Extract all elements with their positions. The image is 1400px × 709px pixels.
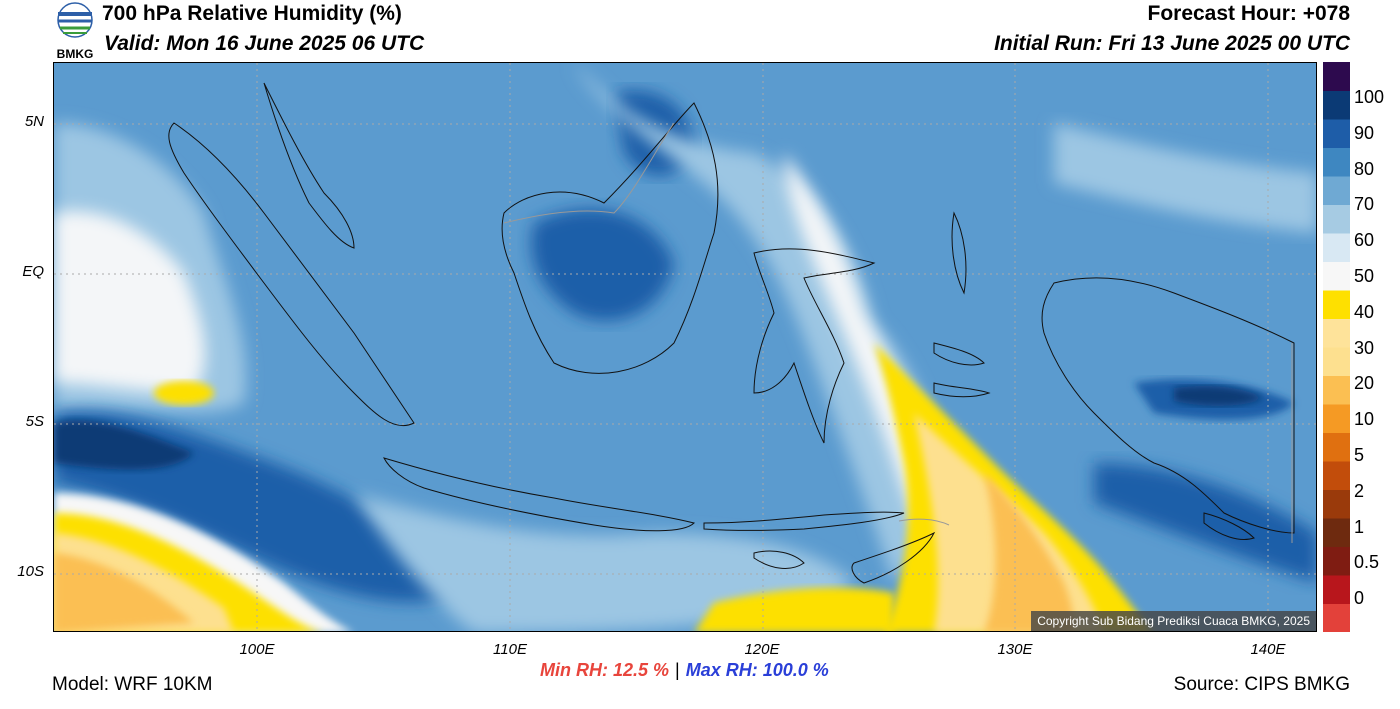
lat-label-5n: 5N [24, 113, 44, 130]
lon-label-100e: 100E [239, 641, 275, 658]
colorbar-swatch [1323, 261, 1350, 291]
colorbar-swatch [1323, 404, 1350, 433]
colorbar-swatch [1323, 147, 1350, 177]
colorbar-label: 50 [1354, 266, 1375, 286]
colorbar-swatch [1323, 546, 1350, 576]
colorbar-swatch [1323, 518, 1350, 547]
lon-label-110e: 110E [493, 641, 527, 658]
colorbar-label: 30 [1354, 337, 1375, 358]
colorbar-label: 2 [1354, 480, 1365, 501]
colorbar-label: 80 [1354, 158, 1375, 179]
colorbar-swatch [1323, 489, 1350, 519]
coastlines [168, 82, 1295, 584]
valid-time: Valid: Mon 16 June 2025 06 UTC [104, 32, 425, 55]
rh-stats: Min RH: 12.5 % | Max RH: 100.0 % [540, 660, 829, 681]
colorbar-swatch [1323, 375, 1350, 405]
colorbar-label: 100 [1354, 87, 1385, 107]
stats-separator: | [675, 660, 680, 680]
colorbar-swatch [1323, 575, 1350, 604]
colorbar-swatch [1323, 176, 1350, 205]
colorbar-label: 10 [1354, 409, 1375, 430]
humidity-field [54, 63, 1316, 631]
colorbar-label: 90 [1354, 122, 1375, 143]
max-rh: Max RH: 100.0 % [685, 660, 829, 680]
humidity-map [53, 62, 1317, 632]
model-label: Model: WRF 10KM [52, 674, 213, 695]
logo-text: BMKG [57, 47, 94, 60]
colorbar-swatch [1323, 290, 1350, 319]
colorbar-swatch [1323, 603, 1350, 633]
source-label: Source: CIPS BMKG [1173, 674, 1350, 695]
colorbar-swatch [1323, 119, 1350, 148]
colorbar-label: 40 [1354, 301, 1375, 322]
min-rh: Min RH: 12.5 % [540, 660, 670, 680]
colorbar-label: 0 [1354, 588, 1365, 609]
map-title: 700 hPa Relative Humidity (%) [102, 2, 402, 25]
lat-label-eq: EQ [22, 263, 44, 280]
colorbar-label: 1 [1354, 516, 1365, 537]
colorbar-label: 5 [1354, 445, 1365, 465]
colorbar-label: 60 [1354, 230, 1375, 251]
lon-label-140e: 140E [1250, 641, 1286, 658]
colorbar-swatch [1323, 62, 1350, 91]
colorbar [1323, 62, 1350, 633]
lon-label-130e: 130E [997, 641, 1033, 658]
lat-label-5s: 5S [25, 413, 44, 430]
colorbar-label: 70 [1354, 194, 1375, 215]
colorbar-label: 0.5 [1354, 552, 1380, 573]
colorbar-swatch [1323, 204, 1350, 234]
borders [503, 122, 1293, 543]
graticule [54, 63, 1316, 631]
copyright-notice: Copyright Sub Bidang Prediksi Cuaca BMKG… [1031, 611, 1316, 631]
lon-label-120e: 120E [744, 641, 780, 658]
lat-label-10s: 10S [17, 563, 44, 580]
bmkg-logo: BMKG [52, 2, 98, 61]
colorbar-swatch [1323, 432, 1350, 462]
colorbar-label: 20 [1354, 373, 1375, 394]
colorbar-swatch [1323, 461, 1350, 490]
colorbar-swatch [1323, 233, 1350, 262]
colorbar-swatches [1323, 62, 1350, 633]
colorbar-swatch [1323, 347, 1350, 376]
forecast-hour: Forecast Hour: +078 [1147, 2, 1351, 25]
colorbar-swatch [1323, 90, 1350, 120]
colorbar-swatch [1323, 318, 1350, 348]
initial-run: Initial Run: Fri 13 June 2025 00 UTC [994, 32, 1350, 55]
